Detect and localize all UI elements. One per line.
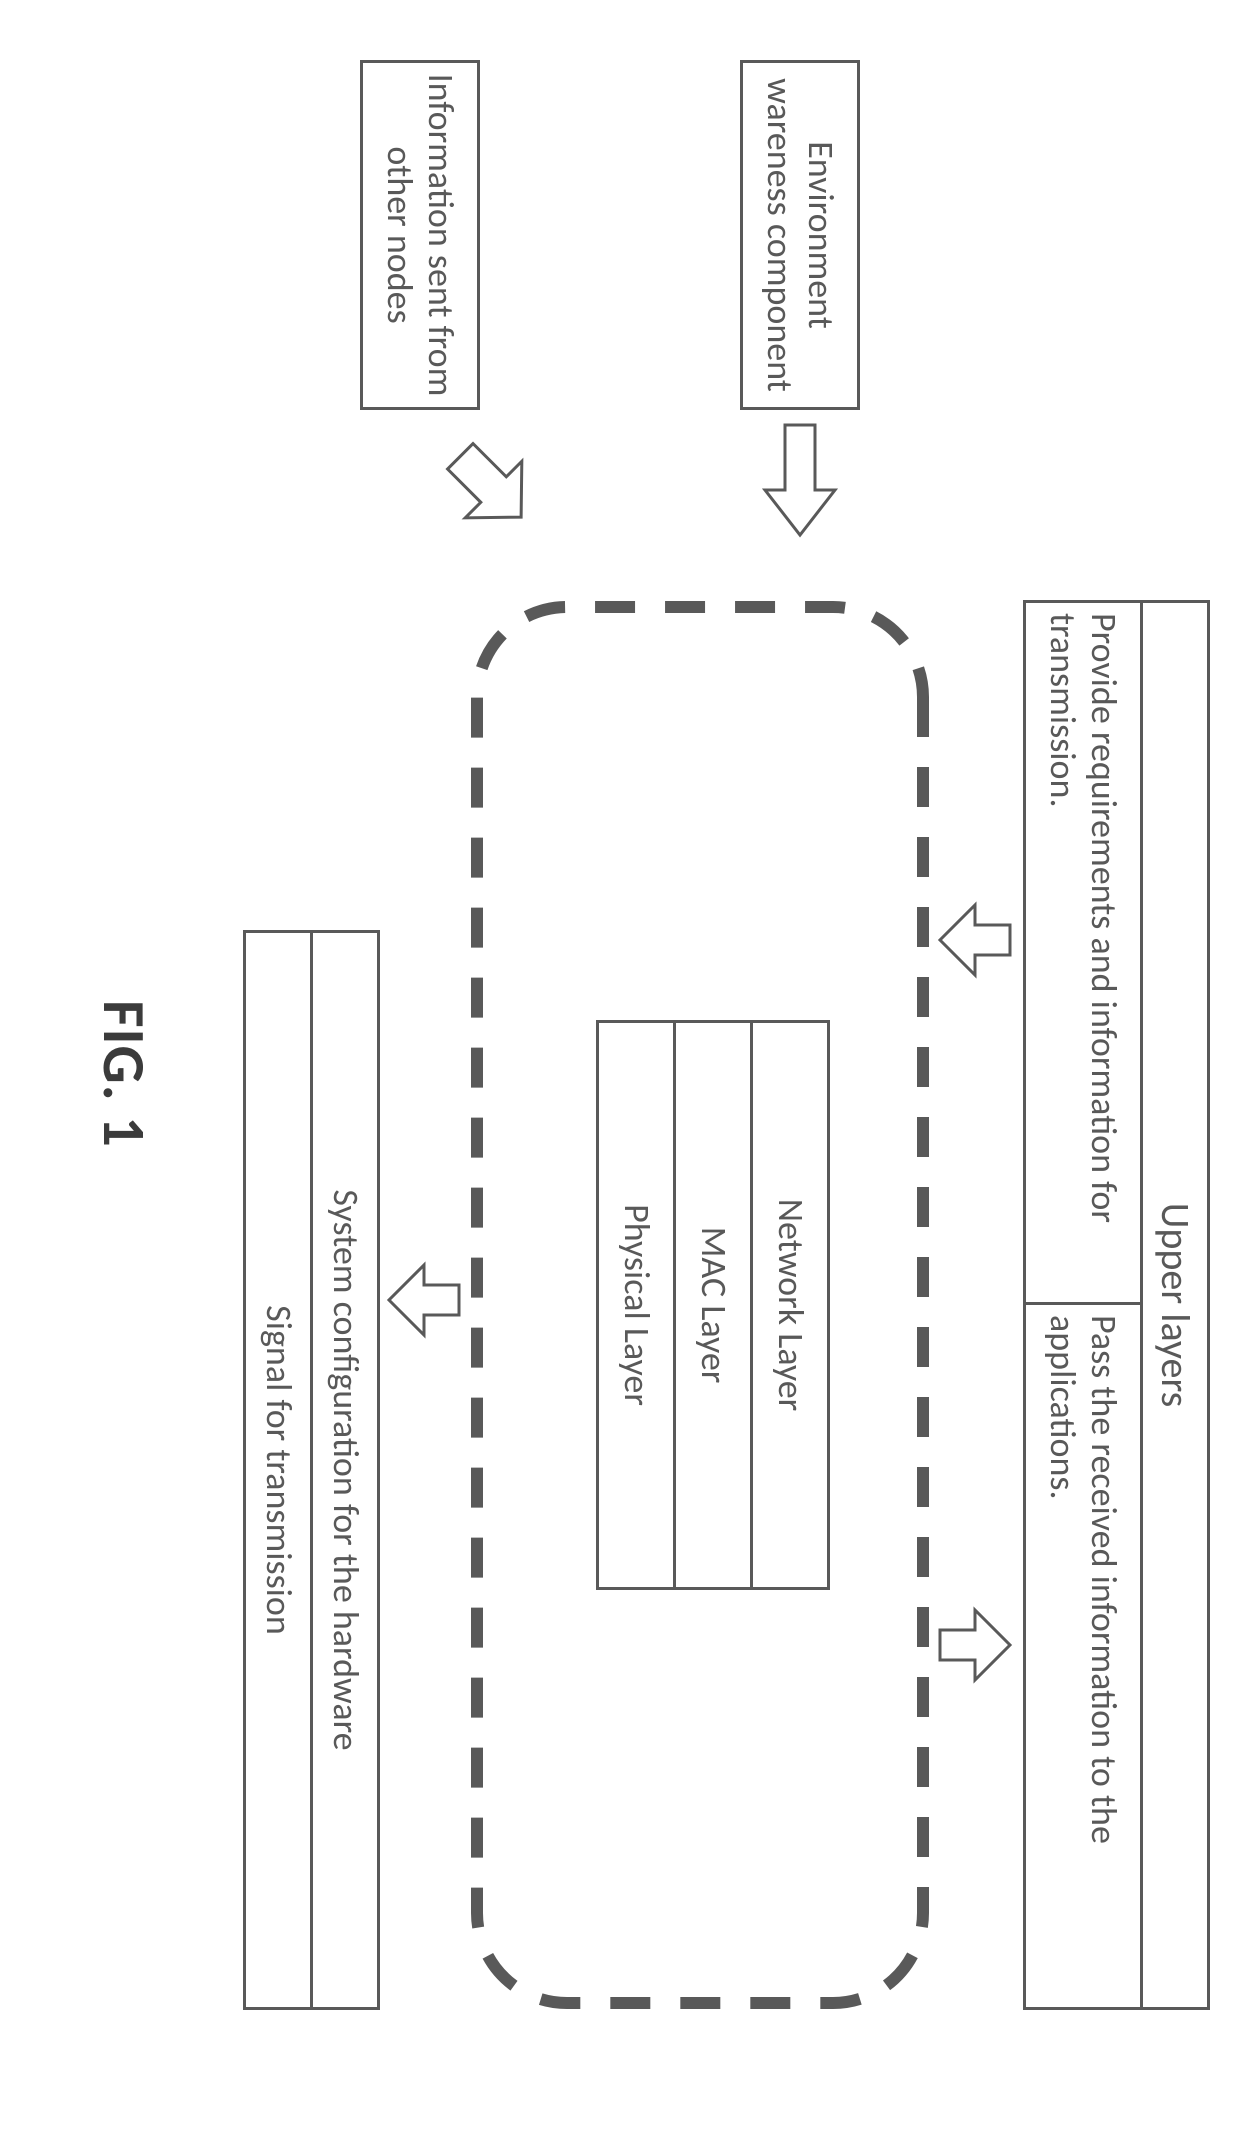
figure-label: FIG. 1 xyxy=(87,1000,160,1148)
mac-layer-label: MAC Layer xyxy=(692,1227,733,1384)
pass-info-label: Pass the received information to the app… xyxy=(1042,1315,1125,1997)
env-awareness-label: Environment wareness component xyxy=(759,73,842,397)
info-other-box: Information sent from other nodes xyxy=(360,60,480,410)
arrow-up-icon xyxy=(935,1605,1015,1685)
sys-config-box: System configuration for the hardware xyxy=(310,930,380,2010)
provide-requirements-box: Provide requirements and information for… xyxy=(1023,600,1143,1305)
upper-layers-label: Upper layers xyxy=(1152,1203,1198,1408)
arrow-down-mid-icon xyxy=(384,1260,464,1340)
signal-tx-label: Signal for transmission xyxy=(257,1305,298,1635)
arrow-diag-icon xyxy=(440,436,540,536)
diagram-stage: Upper layers Provide requirements and in… xyxy=(0,0,1240,2144)
sys-config-label: System configuration for the hardware xyxy=(324,1189,365,1750)
arrow-down-icon xyxy=(935,900,1015,980)
physical-layer-box: Physical Layer xyxy=(596,1020,676,1590)
physical-layer-label: Physical Layer xyxy=(615,1204,656,1406)
arrow-right-icon xyxy=(760,420,840,540)
figure-label-text: FIG. 1 xyxy=(87,1000,160,1148)
upper-layers-box: Upper layers xyxy=(1140,600,1210,2010)
network-layer-box: Network Layer xyxy=(750,1020,830,1590)
pass-info-box: Pass the received information to the app… xyxy=(1023,1302,1143,2010)
info-other-label: Information sent from other nodes xyxy=(379,73,462,397)
mac-layer-box: MAC Layer xyxy=(673,1020,753,1590)
signal-tx-box: Signal for transmission xyxy=(243,930,313,2010)
env-awareness-box: Environment wareness component xyxy=(740,60,860,410)
provide-requirements-label: Provide requirements and information for… xyxy=(1042,613,1125,1292)
network-layer-label: Network Layer xyxy=(769,1199,810,1411)
